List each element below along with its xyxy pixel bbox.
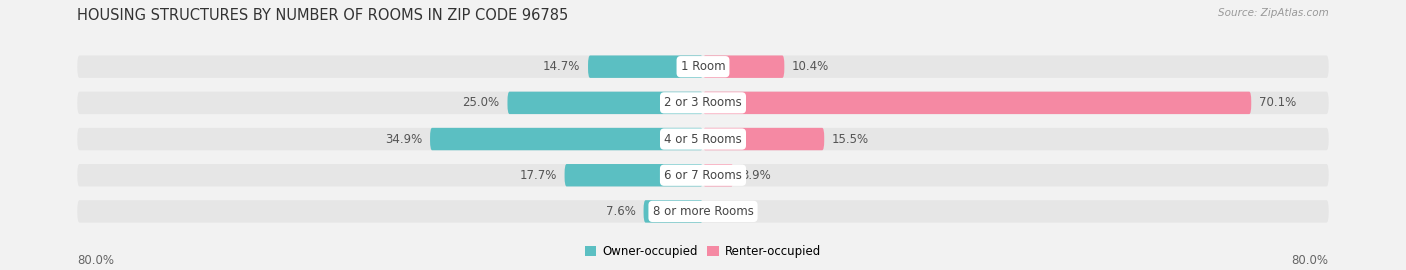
FancyBboxPatch shape (703, 164, 734, 187)
Legend: Owner-occupied, Renter-occupied: Owner-occupied, Renter-occupied (579, 240, 827, 263)
FancyBboxPatch shape (703, 128, 824, 150)
FancyBboxPatch shape (703, 92, 1251, 114)
Text: 14.7%: 14.7% (543, 60, 581, 73)
FancyBboxPatch shape (77, 128, 1329, 150)
FancyBboxPatch shape (77, 200, 1329, 223)
Text: 2 or 3 Rooms: 2 or 3 Rooms (664, 96, 742, 109)
FancyBboxPatch shape (77, 92, 1329, 114)
Text: 17.7%: 17.7% (519, 169, 557, 182)
Text: 4 or 5 Rooms: 4 or 5 Rooms (664, 133, 742, 146)
FancyBboxPatch shape (430, 128, 703, 150)
Text: 34.9%: 34.9% (385, 133, 422, 146)
Text: 25.0%: 25.0% (463, 96, 499, 109)
FancyBboxPatch shape (508, 92, 703, 114)
Text: 3.9%: 3.9% (741, 169, 770, 182)
Text: 0.0%: 0.0% (714, 205, 744, 218)
Text: 70.1%: 70.1% (1258, 96, 1296, 109)
FancyBboxPatch shape (644, 200, 703, 223)
Text: Source: ZipAtlas.com: Source: ZipAtlas.com (1218, 8, 1329, 18)
Text: HOUSING STRUCTURES BY NUMBER OF ROOMS IN ZIP CODE 96785: HOUSING STRUCTURES BY NUMBER OF ROOMS IN… (77, 8, 568, 23)
Text: 80.0%: 80.0% (1292, 254, 1329, 267)
Text: 15.5%: 15.5% (832, 133, 869, 146)
Text: 8 or more Rooms: 8 or more Rooms (652, 205, 754, 218)
FancyBboxPatch shape (565, 164, 703, 187)
FancyBboxPatch shape (703, 55, 785, 78)
Text: 80.0%: 80.0% (77, 254, 114, 267)
FancyBboxPatch shape (77, 164, 1329, 187)
FancyBboxPatch shape (588, 55, 703, 78)
FancyBboxPatch shape (77, 55, 1329, 78)
Text: 1 Room: 1 Room (681, 60, 725, 73)
Text: 7.6%: 7.6% (606, 205, 636, 218)
Text: 10.4%: 10.4% (792, 60, 830, 73)
Text: 6 or 7 Rooms: 6 or 7 Rooms (664, 169, 742, 182)
